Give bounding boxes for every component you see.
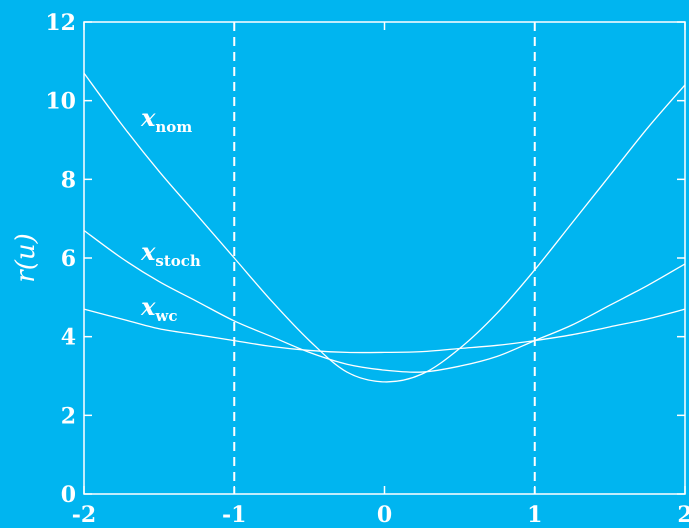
y-tick-label: 0 [61,482,76,508]
x-tick-label: -2 [72,502,96,523]
x-tick-label: 0 [377,502,392,523]
reference-lines-layer [233,22,536,494]
y-tick-label: 12 [45,10,76,36]
curve-label-main: x [140,103,156,132]
curve-label-x-wc: xwc [140,292,177,325]
series-line-x-nom [83,72,686,383]
curve-label-subscript: nom [155,118,192,136]
y-tick-label: 6 [61,246,76,272]
x-tick-label: 1 [527,502,542,523]
y-axis-label: r(u) [11,233,41,282]
y-tick-label: 2 [61,403,76,429]
y-tick-label: 10 [45,89,76,115]
series-line-x-stoch [83,229,686,373]
curve-label-subscript: wc [154,307,177,325]
curve-label-main: x [140,292,156,321]
x-tick-label: -1 [222,502,246,523]
series-layer [83,72,686,383]
y-tick-label: 8 [61,167,76,193]
curve-label-x-stoch: xstoch [140,237,201,270]
curve-label-subscript: stoch [155,252,201,270]
x-tick-label: 2 [677,502,689,523]
y-tick-label: 4 [61,325,76,351]
curve-label-x-nom: xnom [140,103,192,136]
curve-label-main: x [140,237,156,266]
series-line-x-wc [83,308,686,354]
